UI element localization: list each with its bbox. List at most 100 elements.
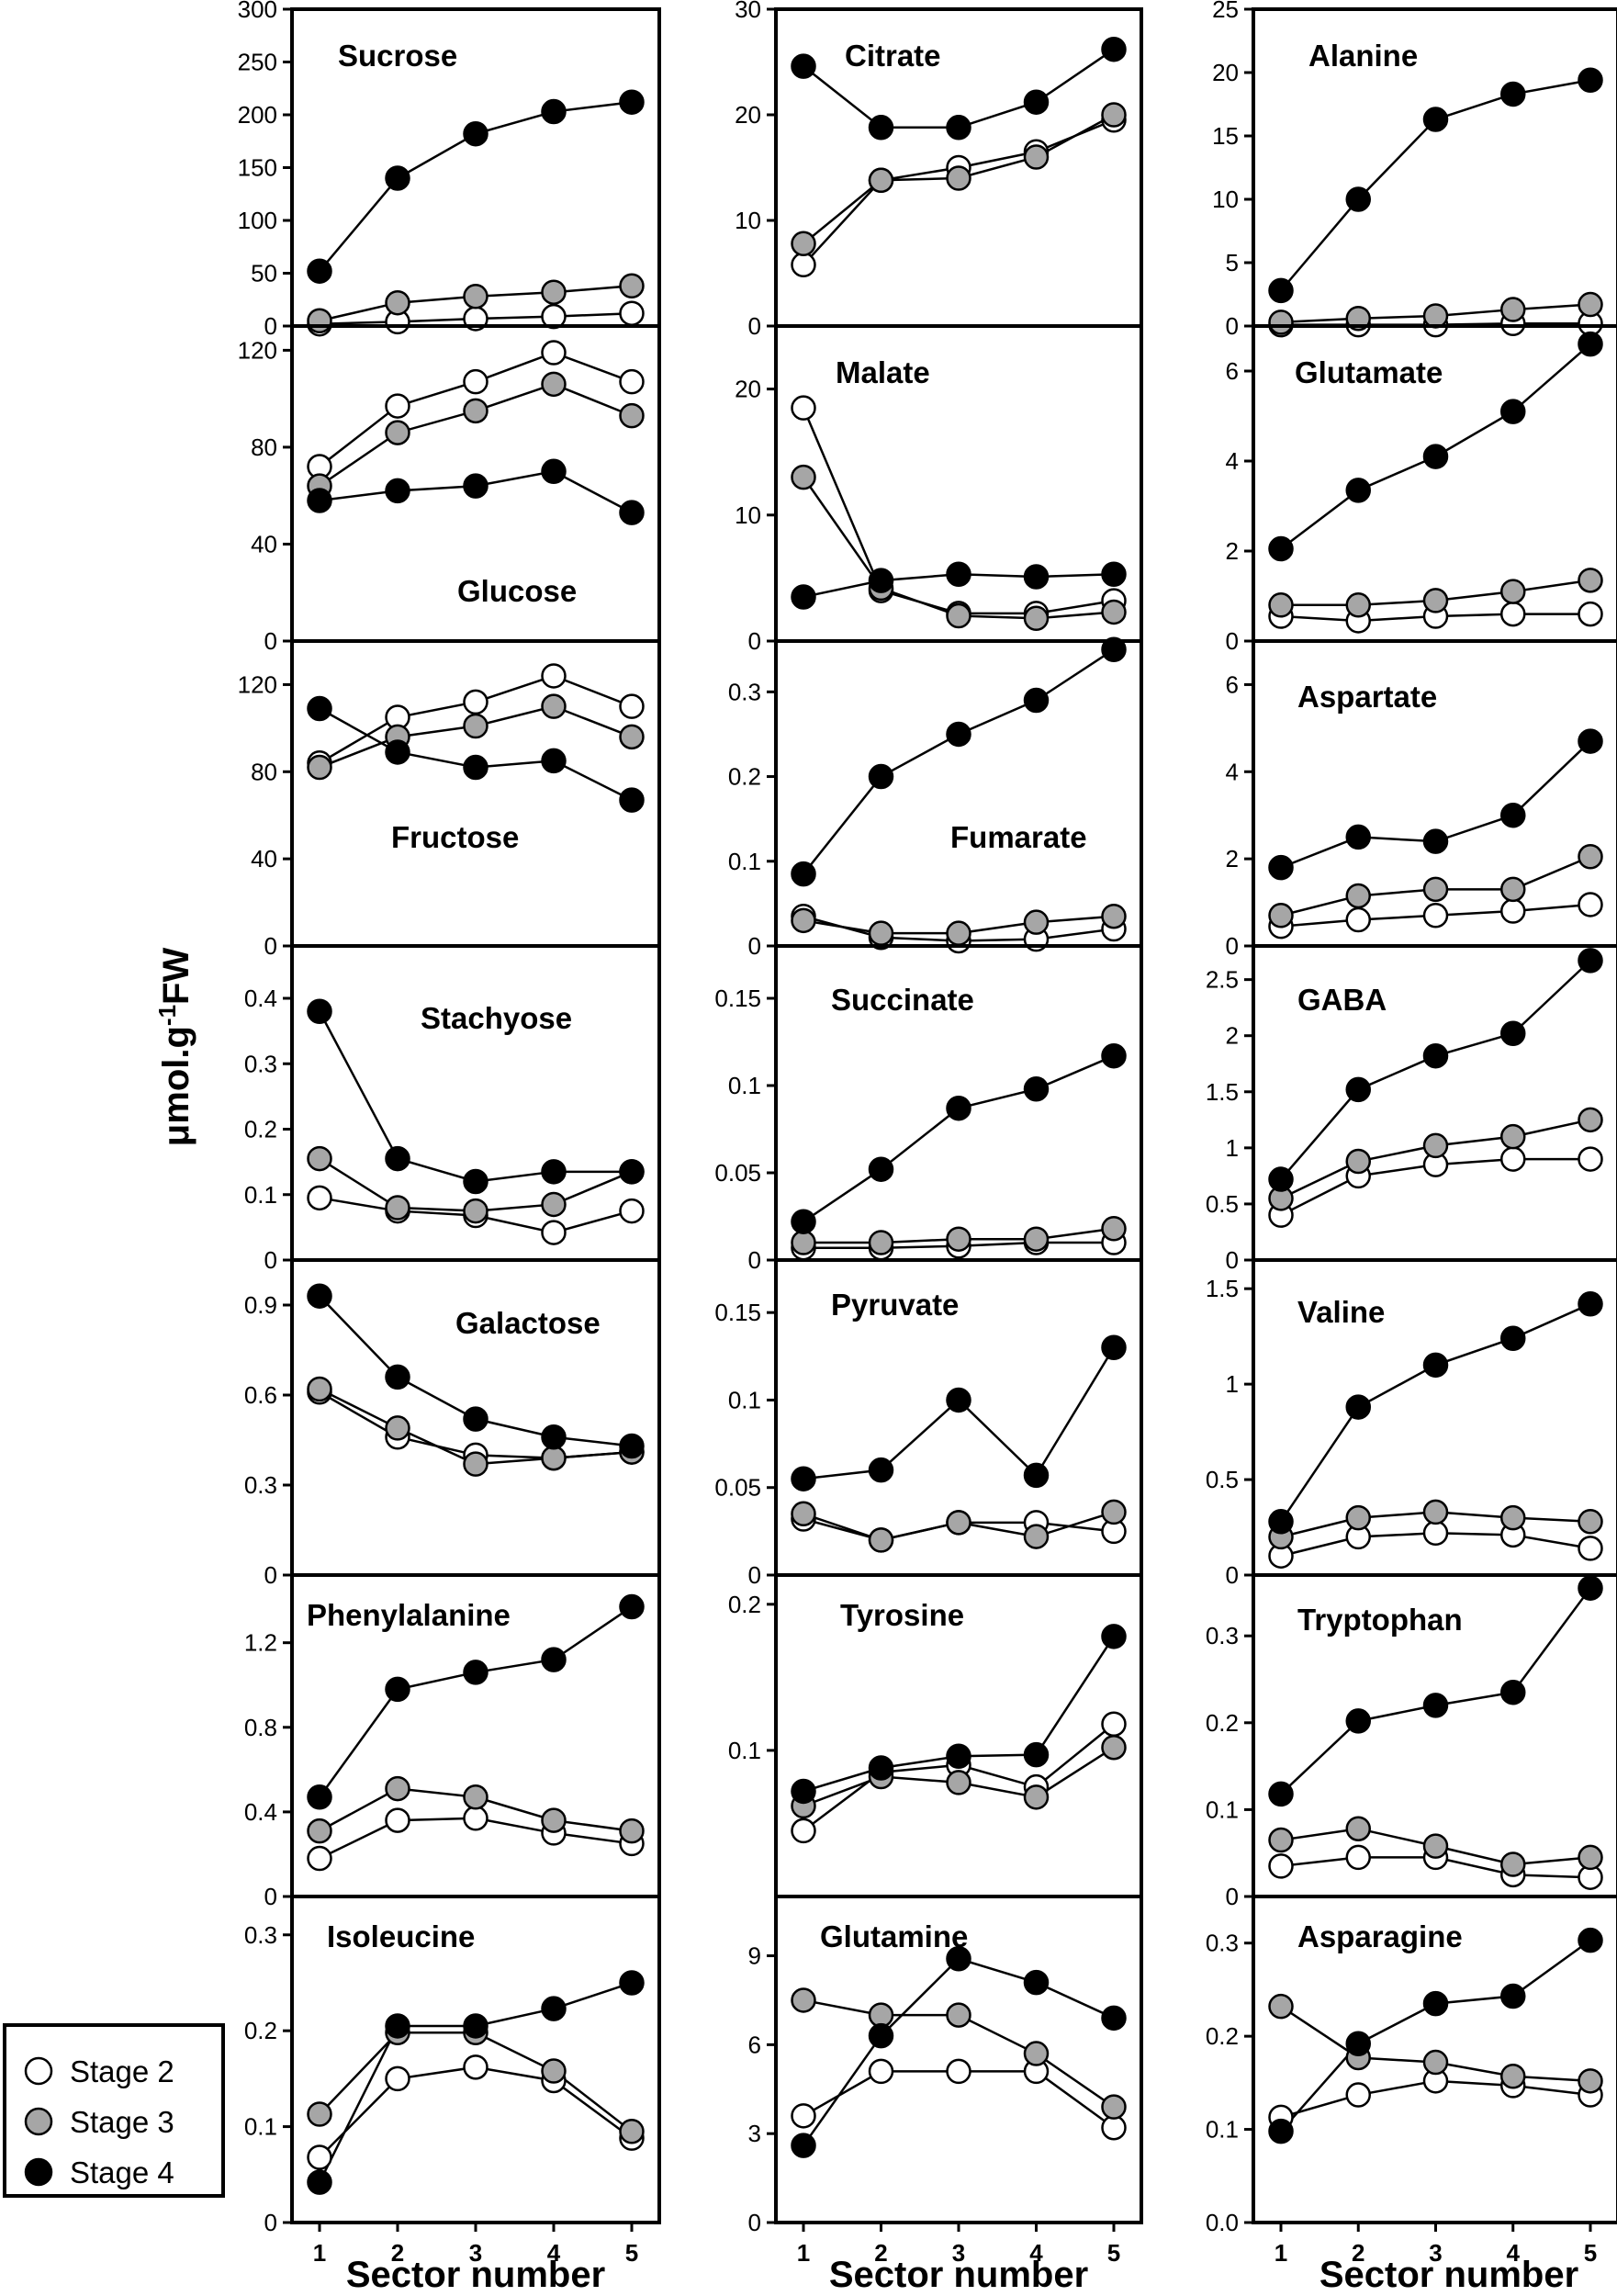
- y-tick-label-alanine: 0: [1226, 312, 1239, 340]
- y-tick-label-glucose: 0: [264, 627, 277, 655]
- panel-title-aspartate: Aspartate: [1297, 680, 1437, 714]
- y-tick-label-glucose: 80: [251, 433, 277, 461]
- legend-marker-stage-2: [24, 2056, 53, 2086]
- data-point-gaba-stage-4: [1268, 1166, 1294, 1192]
- data-point-fructose-stage-4: [307, 695, 332, 722]
- data-point-phenylalanine-stage-3: [541, 1807, 567, 1833]
- data-point-malate-stage-4: [1023, 564, 1050, 590]
- data-point-succinate-stage-4: [946, 1095, 971, 1121]
- data-point-glutamine-stage-3: [946, 2002, 971, 2028]
- y-tick-label-succinate: 0.1: [728, 1072, 761, 1099]
- data-point-tryptophan-stage-3: [1422, 1833, 1449, 1859]
- panel-title-tryptophan: Tryptophan: [1297, 1603, 1463, 1637]
- y-tick-label-asparagine: 0.0: [1206, 2209, 1239, 2236]
- data-point-succinate-stage-3: [1023, 1226, 1050, 1252]
- data-point-tryptophan-stage-4: [1578, 1575, 1603, 1601]
- data-point-fumarate-stage-4: [791, 861, 816, 887]
- y-tick-label-succinate: 0: [748, 1246, 761, 1274]
- data-point-fructose-stage-3: [541, 693, 567, 719]
- data-point-tyrosine-stage-4: [1023, 1741, 1050, 1768]
- data-point-glutamine-stage-4: [946, 1946, 971, 1972]
- series-line-succinate-stage-4: [803, 1054, 1115, 1223]
- data-point-phenylalanine-stage-4: [463, 1660, 488, 1685]
- data-point-citrate-stage-3: [791, 231, 816, 257]
- data-point-aspartate-stage-2: [1422, 903, 1449, 929]
- data-point-isoleucine-stage-4: [307, 2169, 332, 2195]
- data-point-tryptophan-stage-4: [1268, 1781, 1294, 1807]
- data-point-citrate-stage-4: [868, 115, 894, 141]
- y-tick-label-alanine: 20: [1212, 59, 1239, 86]
- data-point-galactose-stage-4: [463, 1406, 488, 1432]
- data-point-aspartate-stage-3: [1422, 876, 1449, 903]
- panel-aspartate: 0 2 4 6 Aspartate: [1226, 639, 1617, 960]
- x-tick-label-isoleucine: 5: [625, 2239, 638, 2267]
- data-point-citrate-stage-3: [946, 165, 971, 191]
- panel-glutamate: 0 2 4 6 Glutamate: [1226, 324, 1617, 655]
- data-point-glutamine-stage-4: [1023, 1969, 1050, 1996]
- data-point-sucrose-stage-4: [619, 89, 645, 115]
- y-tick-label-aspartate: 4: [1226, 758, 1239, 785]
- data-point-galactose-stage-3: [307, 1376, 332, 1402]
- data-point-glutamine-stage-4: [791, 2133, 816, 2158]
- x-axis-label-col-2: Sector number: [829, 2255, 1088, 2295]
- panel-title-fumarate: Fumarate: [950, 820, 1087, 854]
- y-axis-label: μmol.g-1FW: [153, 948, 197, 1147]
- y-tick-label-citrate: 20: [735, 101, 761, 129]
- data-point-tyrosine-stage-4: [1101, 1624, 1127, 1649]
- data-point-asparagine-stage-4: [1345, 2031, 1371, 2057]
- y-tick-label-malate: 10: [735, 501, 761, 529]
- data-point-stachyose-stage-3: [463, 1198, 488, 1224]
- data-point-gaba-stage-3: [1578, 1107, 1603, 1133]
- y-tick-label-sucrose: 300: [238, 0, 277, 23]
- y-tick-label-fructose: 120: [238, 670, 277, 698]
- series-line-stachyose-stage-4: [318, 1010, 632, 1183]
- data-point-fructose-stage-3: [619, 724, 645, 750]
- data-point-malate-stage-2: [791, 395, 816, 421]
- data-point-isoleucine-stage-3: [619, 2119, 645, 2144]
- panel-gaba: 0 0.5 1 1.5 2 2.5 GABA: [1206, 944, 1617, 1274]
- y-tick-label-aspartate: 6: [1226, 670, 1239, 698]
- x-axis-label-col-3: Sector number: [1319, 2255, 1578, 2295]
- data-point-pyruvate-stage-3: [868, 1527, 894, 1553]
- panel-title-alanine: Alanine: [1308, 39, 1418, 73]
- y-tick-label-stachyose: 0.2: [244, 1116, 277, 1143]
- panel-galactose: 0 0.3 0.6 0.9 Galactose: [244, 1258, 661, 1589]
- data-point-glutamate-stage-4: [1268, 535, 1294, 562]
- data-point-valine-stage-3: [1578, 1509, 1603, 1535]
- data-point-glucose-stage-4: [619, 500, 645, 525]
- x-tick-label-asparagine: 5: [1584, 2239, 1597, 2267]
- data-point-sucrose-stage-4: [307, 258, 332, 284]
- panel-title-glucose: Glucose: [457, 574, 577, 608]
- panel-citrate: 0 10 20 30 Citrate: [735, 0, 1143, 340]
- y-tick-label-phenylalanine: 0: [264, 1883, 277, 1910]
- data-point-glutamine-stage-2: [868, 2058, 894, 2085]
- data-point-glutamine-stage-3: [791, 1987, 816, 2013]
- data-point-galactose-stage-3: [541, 1445, 567, 1471]
- panel-valine: 0 0.5 1 1.5 Valine: [1206, 1258, 1617, 1589]
- data-point-isoleucine-stage-3: [541, 2058, 567, 2084]
- data-point-tryptophan-stage-3: [1578, 1844, 1603, 1871]
- y-axis-label-sup: -1: [153, 1005, 181, 1026]
- data-point-fumarate-stage-4: [868, 763, 894, 790]
- y-tick-label-valine: 1: [1226, 1370, 1239, 1398]
- data-point-stachyose-stage-3: [541, 1191, 567, 1218]
- panel-phenylalanine: 0 0.4 0.8 1.2 Phenylalanine: [244, 1573, 661, 1910]
- x-axis-label-col-1: Sector number: [346, 2255, 605, 2295]
- x-tick-label-isoleucine: 3: [469, 2239, 482, 2267]
- data-point-sucrose-stage-2: [541, 303, 567, 330]
- data-point-pyruvate-stage-4: [946, 1387, 971, 1413]
- y-tick-label-isoleucine: 0.2: [244, 2017, 277, 2044]
- data-point-malate-stage-3: [1023, 605, 1050, 632]
- y-tick-label-aspartate: 0: [1226, 932, 1239, 960]
- data-point-galactose-stage-4: [541, 1424, 567, 1450]
- data-point-sucrose-stage-2: [619, 300, 645, 326]
- panel-title-sucrose: Sucrose: [338, 39, 457, 73]
- data-point-pyruvate-stage-4: [868, 1457, 894, 1483]
- data-point-phenylalanine-stage-3: [619, 1818, 645, 1844]
- data-point-alanine-stage-3: [1500, 297, 1526, 322]
- data-point-malate-stage-3: [1101, 599, 1127, 625]
- data-point-fumarate-stage-4: [1101, 636, 1127, 662]
- data-point-citrate-stage-4: [1023, 89, 1050, 115]
- y-tick-label-stachyose: 0.4: [244, 985, 277, 1012]
- y-tick-label-citrate: 30: [735, 0, 761, 23]
